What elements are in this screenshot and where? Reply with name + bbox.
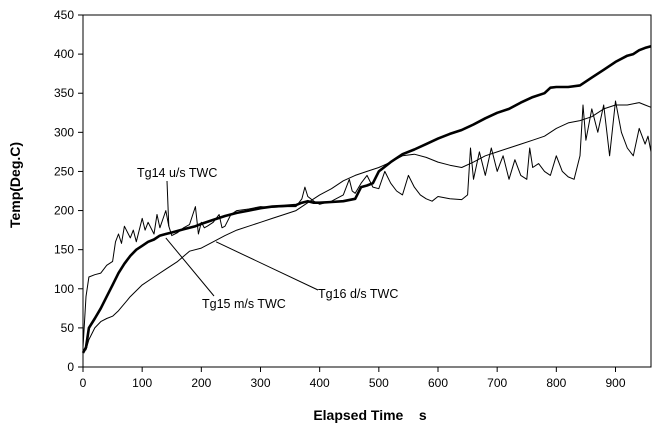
x-tick-label: 0 bbox=[80, 376, 87, 390]
x-tick-label: 700 bbox=[487, 376, 507, 390]
y-tick-label: 400 bbox=[54, 47, 74, 61]
series-layer bbox=[81, 45, 652, 354]
tick-layer: 0 50 100 150 200 250 300 350 400 450 0 100 200 300 400… bbox=[54, 8, 626, 390]
series-line-tg16 bbox=[82, 102, 652, 352]
x-tick-label: 400 bbox=[310, 376, 330, 390]
callout-leader-line bbox=[165, 237, 215, 297]
x-tick-label: 100 bbox=[132, 376, 152, 390]
y-tick-label: 250 bbox=[54, 164, 74, 178]
y-tick-label: 50 bbox=[61, 321, 75, 335]
y-tick-label: 300 bbox=[54, 125, 74, 139]
callout-leader-line bbox=[215, 241, 319, 291]
series-callout-label: Tg15 m/s TWC bbox=[202, 297, 286, 311]
x-tick-label: 500 bbox=[369, 376, 389, 390]
series-callout-label: Tg16 d/s TWC bbox=[318, 287, 398, 301]
series-callout-label: Tg14 u/s TWC bbox=[137, 166, 217, 180]
x-tick-label: 200 bbox=[191, 376, 211, 390]
x-tick-label: 900 bbox=[605, 376, 625, 390]
y-tick-label: 100 bbox=[54, 282, 74, 296]
y-tick-label: 450 bbox=[54, 8, 74, 22]
x-tick-label: 600 bbox=[428, 376, 448, 390]
annotation-layer: Tg14 u/s TWC Tg15 m/s TWC Tg16 d/s TWC bbox=[137, 166, 398, 311]
y-tick-label: 0 bbox=[67, 360, 74, 374]
plot-frame bbox=[82, 14, 652, 368]
y-tick-label: 150 bbox=[54, 243, 74, 257]
y-tick-label: 200 bbox=[54, 204, 74, 218]
y-tick-label: 350 bbox=[54, 86, 74, 100]
x-tick-label: 300 bbox=[250, 376, 270, 390]
x-tick-label: 800 bbox=[546, 376, 566, 390]
x-axis-title: Elapsed Time s bbox=[313, 407, 427, 423]
y-axis-title: Temp(Deg.C) bbox=[7, 142, 23, 228]
series-line-tg15 bbox=[81, 45, 652, 354]
series-line-tg14 bbox=[82, 100, 652, 348]
callout-leader-line bbox=[166, 180, 170, 227]
